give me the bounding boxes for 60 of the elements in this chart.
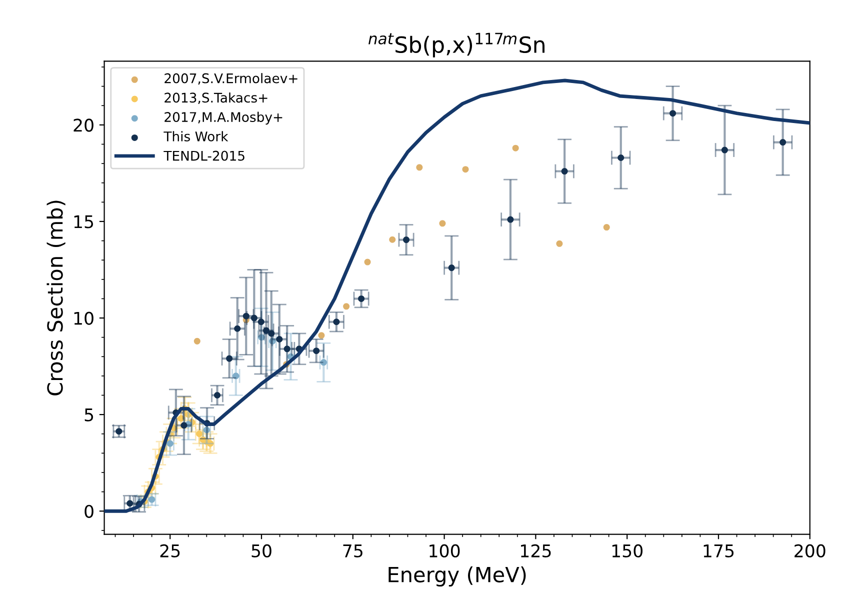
point [364,258,371,266]
point [439,220,446,227]
legend-label: This Work [164,131,228,142]
chart-title: $^{nat}$Sb(p,x)$^{117m}$Sn [368,32,544,58]
point [262,327,270,334]
point [507,216,514,223]
point [232,372,240,380]
point [214,392,221,399]
point [320,359,327,366]
point [116,428,122,435]
point [234,325,241,332]
point [389,236,396,243]
point [780,139,786,146]
point [512,144,519,152]
point [313,348,320,354]
point [561,168,568,175]
point [416,164,423,171]
point [618,154,624,162]
point [250,314,258,322]
point [343,303,350,310]
x-tick-label: 100 [430,544,460,558]
point [333,318,340,326]
point [276,336,283,343]
point [226,355,233,362]
point [670,110,676,117]
x-tick-label: 175 [704,544,734,558]
point [269,338,276,344]
x-tick-label: 25 [160,544,180,558]
legend-label: 2007,S.V.Ermolaev+ [164,73,298,85]
y-tick-label: 0 [84,504,94,518]
point [242,312,250,320]
legend-label: 2013,S.Takacs+ [164,92,268,104]
point [556,240,563,247]
legend-label: TENDL-2015 [164,150,244,161]
point [284,346,290,352]
point [603,224,610,231]
x-tick-label: 125 [521,544,551,558]
point [194,338,200,344]
point [180,422,188,429]
x-tick-label: 150 [612,544,642,558]
x-axis-title: Energy (MeV) [388,566,526,587]
point [403,236,410,244]
x-tick-label: 50 [252,544,272,558]
point [721,146,728,154]
y-tick-label: 5 [84,408,94,422]
x-tick-label: 200 [794,544,826,558]
point [462,166,469,173]
point [448,264,455,272]
y-axis-title: Cross Section (mb) [46,200,66,396]
y-tick-label: 20 [74,118,94,132]
point [258,318,264,326]
point [318,332,325,339]
x-tick-label: 75 [343,544,362,558]
point [358,295,365,302]
point [258,334,265,341]
point [268,330,275,337]
legend-label: 2017,M.A.Mosby+ [164,112,282,125]
y-tick-label: 10 [74,312,94,325]
point [126,500,134,507]
y-tick-label: 15 [74,215,94,228]
